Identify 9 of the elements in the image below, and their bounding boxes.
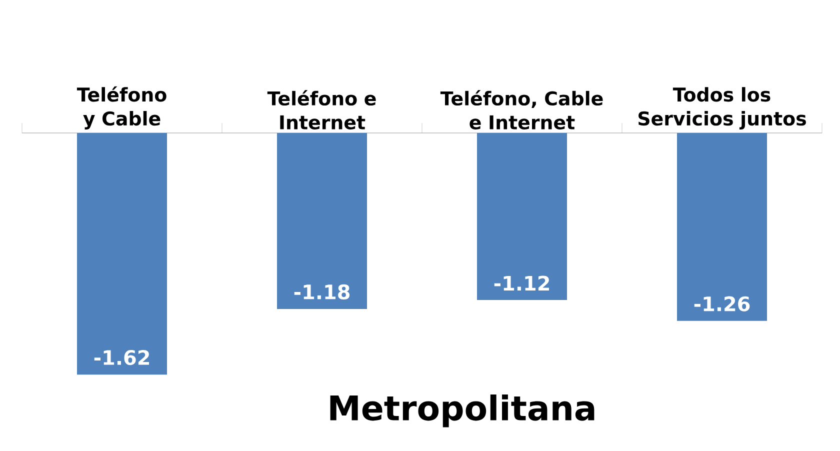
x-tick-label: Teléfono, Cable e Internet [440, 90, 603, 130]
x-tick-label: Teléfono y Cable [76, 86, 166, 130]
x-tick-label: Todos los Servicios juntos [638, 87, 806, 130]
text: Metropolitana [330, 394, 594, 428]
data-label: -1.26 [694, 296, 750, 312]
data-label: -1.12 [494, 276, 549, 290]
x-tick-label: Teléfono e Internet [267, 90, 376, 130]
data-label: -1.18 [294, 284, 350, 300]
data-label: -1.62 [94, 350, 149, 366]
